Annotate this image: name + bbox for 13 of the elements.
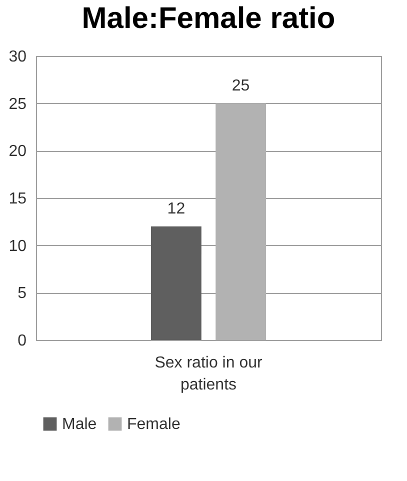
legend-label: Male <box>62 416 97 433</box>
y-tick-label: 30 <box>8 48 27 66</box>
x-tick-label: Sex ratio in our patients <box>154 354 263 394</box>
legend-label: Female <box>127 416 180 433</box>
data-label: 25 <box>232 77 250 94</box>
y-tick-label: 0 <box>18 332 27 350</box>
y-tick-label: 25 <box>8 96 27 113</box>
y-tick-label: 5 <box>18 285 27 302</box>
y-tick-label: 20 <box>8 143 27 160</box>
y-tick-label: 15 <box>8 190 27 208</box>
data-label: 12 <box>167 200 186 218</box>
chart-title: Male:Female ratio <box>82 2 336 35</box>
y-tick-label: 10 <box>8 238 27 255</box>
